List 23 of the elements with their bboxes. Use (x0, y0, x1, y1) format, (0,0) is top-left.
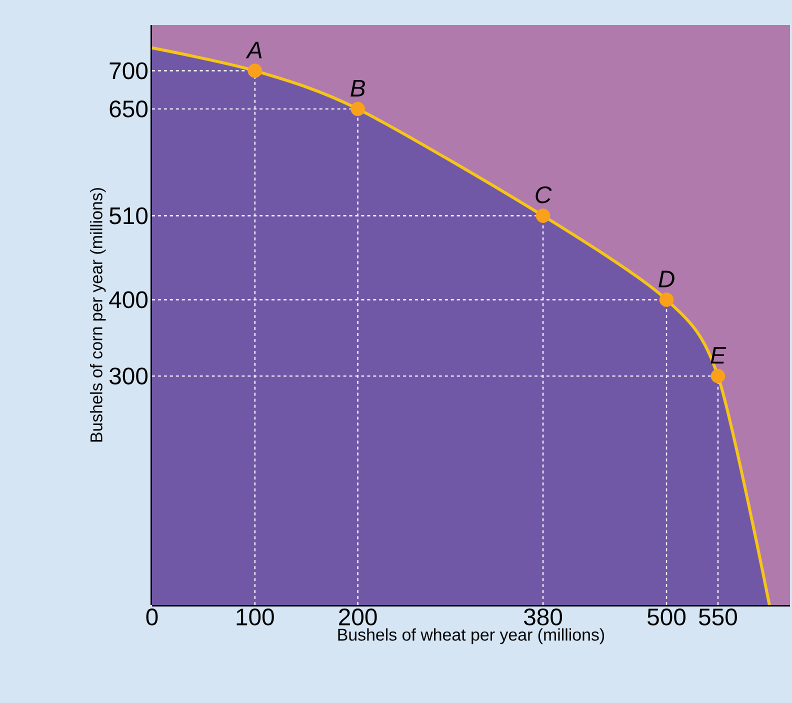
x-tick-label: 0 (146, 608, 158, 626)
y-tick-label: 700 (110, 62, 148, 80)
y-tick-label: 300 (109, 368, 148, 385)
annotation: C (536, 186, 552, 204)
annotation: D (658, 270, 674, 288)
point (350, 102, 365, 116)
x-axis-title: Bushels of wheat per year (millions) (338, 628, 604, 644)
point (536, 208, 550, 223)
y-tick-label: 400 (109, 291, 148, 308)
x-tick-label: 380 (524, 608, 562, 626)
annotation: A (246, 42, 262, 58)
point (248, 64, 262, 78)
point (659, 292, 674, 307)
annotation: B (350, 80, 365, 96)
y-tick-label: 650 (110, 100, 148, 118)
x-tick-label: 100 (236, 608, 274, 626)
y-axis-title: Bushels of corn per year (millions) (90, 188, 106, 442)
x-tick-label: 200 (339, 608, 377, 626)
point (710, 368, 726, 384)
annotation: E (710, 347, 726, 364)
x-tick-label: 500 (648, 608, 686, 626)
y-tick-label: 510 (110, 207, 148, 224)
x-tick-label: 550 (698, 608, 737, 626)
